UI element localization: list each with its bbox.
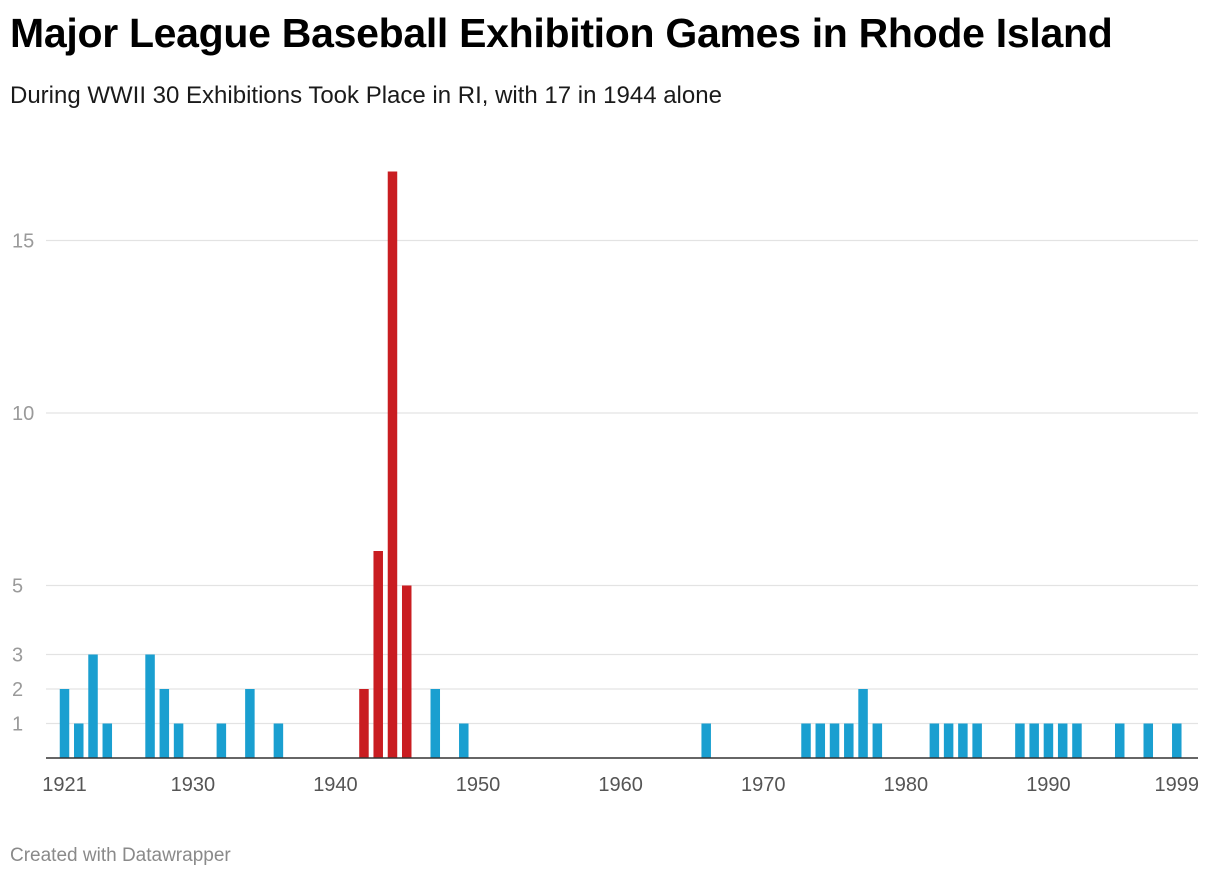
bar-1942: [359, 689, 369, 758]
bar-1944: [387, 171, 398, 758]
bar-1995: [1114, 723, 1125, 758]
bar-1932: [216, 723, 227, 758]
y-tick-label: 3: [12, 645, 23, 667]
bar-1991: [1057, 723, 1068, 758]
y-tick-label: 5: [12, 576, 23, 598]
bar-1975: [829, 723, 840, 758]
bar-1973: [801, 723, 811, 758]
y-tick-label: 10: [12, 403, 34, 425]
bar-1947: [430, 689, 441, 758]
bar-1927: [145, 654, 155, 758]
x-tick-label: 1940: [313, 774, 358, 796]
chart-title: Major League Baseball Exhibition Games i…: [10, 10, 1113, 56]
bar-1976: [844, 723, 854, 758]
x-tick-label: 1980: [884, 774, 929, 796]
bar-1978: [872, 723, 883, 758]
x-tick-label: 1999: [1155, 774, 1200, 796]
bar-1992: [1072, 723, 1082, 758]
x-tick-label: 1921: [42, 774, 87, 796]
y-tick-label: 2: [12, 679, 23, 701]
axes: 1 2 3 5 10 15 1921 1930 1940 1950 1960 1970 1980 1990…: [12, 231, 1199, 797]
bar-1924: [102, 723, 113, 758]
bar-1945: [401, 585, 412, 758]
bar-1983: [943, 723, 954, 758]
bar-1934: [245, 689, 255, 758]
chart-subtitle: During WWII 30 Exhibitions Took Place in…: [10, 82, 722, 109]
x-tick-label: 1970: [741, 774, 786, 796]
bar-1928: [159, 689, 170, 758]
bar-1997: [1143, 723, 1154, 758]
bar-1999: [1172, 723, 1182, 758]
bar-1977: [858, 689, 868, 758]
x-tick-label: 1990: [1026, 774, 1071, 796]
bar-1984: [958, 723, 968, 758]
grid-lines: [46, 239, 1198, 725]
bar-1929: [173, 723, 184, 758]
bar-1921: [59, 689, 70, 758]
bars: [59, 171, 1182, 758]
bar-1922: [74, 723, 84, 758]
bar-1989: [1029, 723, 1039, 758]
footer-credit: Created with Datawrapper: [10, 845, 231, 866]
bar-1982: [929, 723, 940, 758]
bar-1949: [459, 723, 469, 758]
bar-1988: [1015, 723, 1025, 758]
bar-1936: [273, 723, 284, 758]
x-tick-label: 1930: [171, 774, 216, 796]
bar-1943: [373, 551, 383, 758]
x-tick-label: 1950: [456, 774, 501, 796]
x-tick-label: 1960: [598, 774, 643, 796]
bar-1974: [815, 723, 826, 758]
bar-1985: [972, 723, 982, 758]
bar-1923: [88, 654, 98, 758]
bar-1990: [1043, 723, 1054, 758]
bar-1966: [701, 723, 711, 758]
y-tick-label: 15: [12, 231, 34, 253]
y-tick-label: 1: [12, 714, 23, 736]
